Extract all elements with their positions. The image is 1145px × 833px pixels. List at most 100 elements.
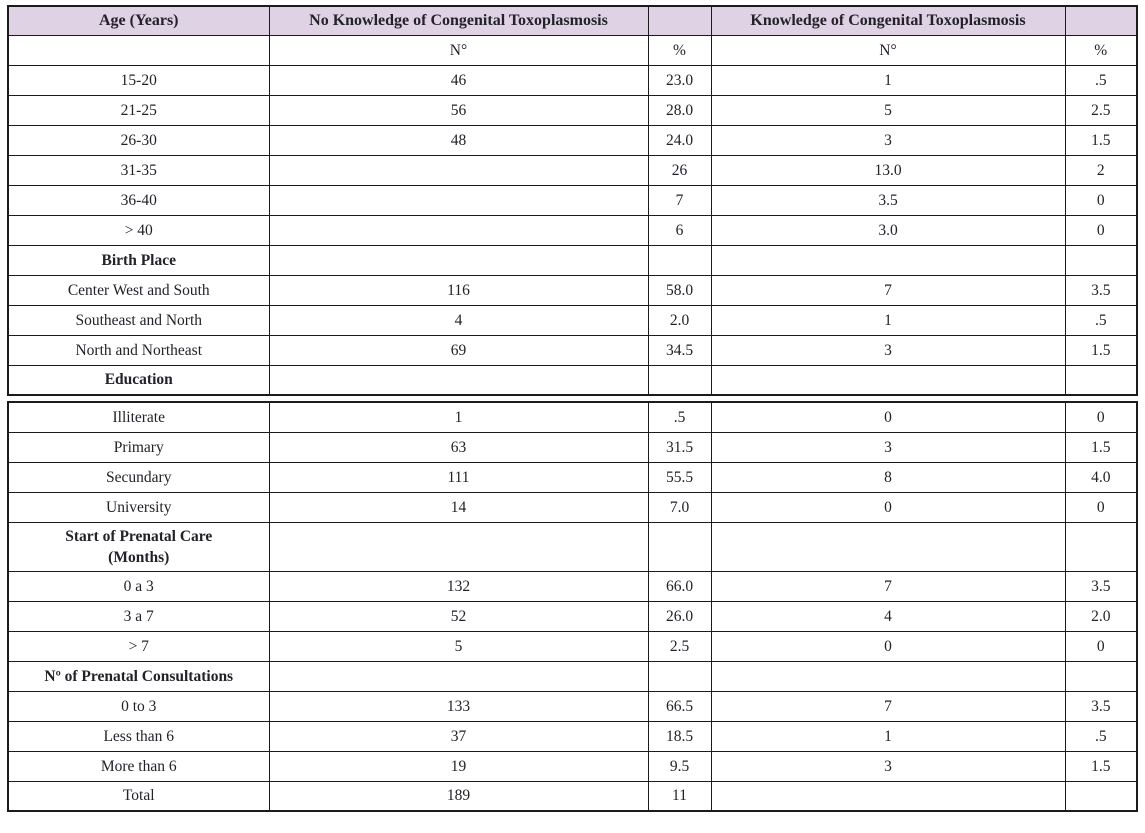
row-label-cell: 31-35 xyxy=(7,154,270,186)
value-cell: 116 xyxy=(268,274,649,306)
value-cell: 26.0 xyxy=(647,600,712,632)
row-label-cell: Illiterate xyxy=(7,401,270,433)
value-cell: 18.5 xyxy=(647,720,712,752)
value-cell: 2 xyxy=(1064,154,1138,186)
row-label-cell: Center West and South xyxy=(7,274,270,306)
section-row: Start of Prenatal Care (Months) xyxy=(7,521,1138,572)
value-cell xyxy=(268,660,649,692)
value-cell: 58.0 xyxy=(647,274,712,306)
value-cell: 14 xyxy=(268,491,649,523)
value-cell: 69 xyxy=(268,334,649,366)
value-cell xyxy=(710,780,1066,812)
no-knowledge-pct-spacer xyxy=(647,5,712,36)
value-cell: 63 xyxy=(268,431,649,463)
value-cell: .5 xyxy=(1064,720,1138,752)
value-cell: 1 xyxy=(710,304,1066,336)
value-cell: 66.0 xyxy=(647,570,712,602)
value-cell: 23.0 xyxy=(647,64,712,96)
value-cell: 7 xyxy=(647,184,712,216)
row-label-cell: Southeast and North xyxy=(7,304,270,336)
value-cell xyxy=(268,364,649,396)
table-body-lower: Illiterate 1.5 0 0 Primary 63 31.5 3 1.5 Secundar… xyxy=(7,401,1138,812)
subheader-row: N° % N° % xyxy=(7,34,1138,66)
value-cell: 7.0 xyxy=(647,491,712,523)
value-cell: 189 xyxy=(268,780,649,812)
value-cell: 31.5 xyxy=(647,431,712,463)
value-cell: 28.0 xyxy=(647,94,712,126)
table-row: Secundary 111 55.5 8 4.0 xyxy=(7,461,1138,493)
value-cell xyxy=(268,214,649,246)
table-row: More than 6 19 9.5 3 1.5 xyxy=(7,750,1138,782)
age-years-header: Age (Years) xyxy=(7,5,270,36)
value-cell: 52 xyxy=(268,600,649,632)
value-cell: 1 xyxy=(710,64,1066,96)
table-row: Illiterate 1.5 0 0 xyxy=(7,401,1138,433)
value-cell xyxy=(647,660,712,692)
value-cell xyxy=(647,364,712,396)
value-cell xyxy=(1064,244,1138,276)
value-cell: 0 xyxy=(1064,491,1138,523)
row-label-cell: North and Northeast xyxy=(7,334,270,366)
value-cell: 37 xyxy=(268,720,649,752)
value-cell: 1 xyxy=(268,401,649,433)
value-cell xyxy=(1064,660,1138,692)
row-label-cell: Birth Place xyxy=(7,244,270,276)
row-label-cell: More than 6 xyxy=(7,750,270,782)
value-cell: 1.5 xyxy=(1064,334,1138,366)
value-cell xyxy=(268,184,649,216)
value-cell: 5 xyxy=(268,630,649,662)
value-cell: 55.5 xyxy=(647,461,712,493)
value-cell: 1 xyxy=(710,720,1066,752)
value-cell xyxy=(268,244,649,276)
value-cell: 3 xyxy=(710,334,1066,366)
section-row: Education xyxy=(7,364,1138,396)
row-label-cell: Secundary xyxy=(7,461,270,493)
row-label-cell: Primary xyxy=(7,431,270,463)
value-cell: 0 xyxy=(710,630,1066,662)
row-label-cell: 26-30 xyxy=(7,124,270,156)
value-cell xyxy=(647,521,712,572)
table-row: Total 189 11 xyxy=(7,780,1138,812)
row-label-cell: 15-20 xyxy=(7,64,270,96)
value-cell: 5 xyxy=(710,94,1066,126)
section-row: Nº of Prenatal Consultations xyxy=(7,660,1138,692)
table-upper-segment: Age (Years) No Knowledge of Congenital T… xyxy=(7,5,1138,396)
value-cell: 1.5 xyxy=(1064,750,1138,782)
value-cell: 7 xyxy=(710,690,1066,722)
table-row: 0 a 3 132 66.0 7 3.5 xyxy=(7,570,1138,602)
table-row: North and Northeast 69 34.5 3 1.5 xyxy=(7,334,1138,366)
row-label-cell: Less than 6 xyxy=(7,720,270,752)
value-cell xyxy=(1064,521,1138,572)
value-cell xyxy=(647,244,712,276)
table-lower-segment: Illiterate 1.5 0 0 Primary 63 31.5 3 1.5 Secundar… xyxy=(7,401,1138,812)
value-cell xyxy=(268,521,649,572)
value-cell: 3 xyxy=(710,431,1066,463)
value-cell: .5 xyxy=(647,401,712,433)
knowledge-pct-spacer xyxy=(1064,5,1138,36)
table-row: 15-20 46 23.0 1.5 xyxy=(7,64,1138,96)
table-row: 3 a 7 52 26.0 4 2.0 xyxy=(7,600,1138,632)
row-label-cell: > 40 xyxy=(7,214,270,246)
table-row: Primary 63 31.5 3 1.5 xyxy=(7,431,1138,463)
row-label-cell: 3 a 7 xyxy=(7,600,270,632)
row-label-cell: Education xyxy=(7,364,270,396)
value-cell: 46 xyxy=(268,64,649,96)
value-cell: 26 xyxy=(647,154,712,186)
knowledge-group-header: Knowledge of Congenital Toxoplasmosis xyxy=(710,5,1066,36)
value-cell xyxy=(710,521,1066,572)
row-label-cell: 36-40 xyxy=(7,184,270,216)
table-row: > 7 5 2.5 0 0 xyxy=(7,630,1138,662)
value-cell: 13.0 xyxy=(710,154,1066,186)
value-cell xyxy=(268,154,649,186)
value-cell: 48 xyxy=(268,124,649,156)
value-cell: 0 xyxy=(1064,214,1138,246)
value-cell xyxy=(710,244,1066,276)
value-cell: 0 xyxy=(710,401,1066,433)
table-row: 0 to 3 133 66.5 7 3.5 xyxy=(7,690,1138,722)
value-cell: 133 xyxy=(268,690,649,722)
table-row: University 14 7.0 0 0 xyxy=(7,491,1138,523)
value-cell: 3 xyxy=(710,750,1066,782)
value-cell: .5 xyxy=(1064,304,1138,336)
table-row: 31-35 26 13.0 2 xyxy=(7,154,1138,186)
toxoplasmosis-knowledge-table: Age (Years) No Knowledge of Congenital T… xyxy=(7,5,1138,812)
